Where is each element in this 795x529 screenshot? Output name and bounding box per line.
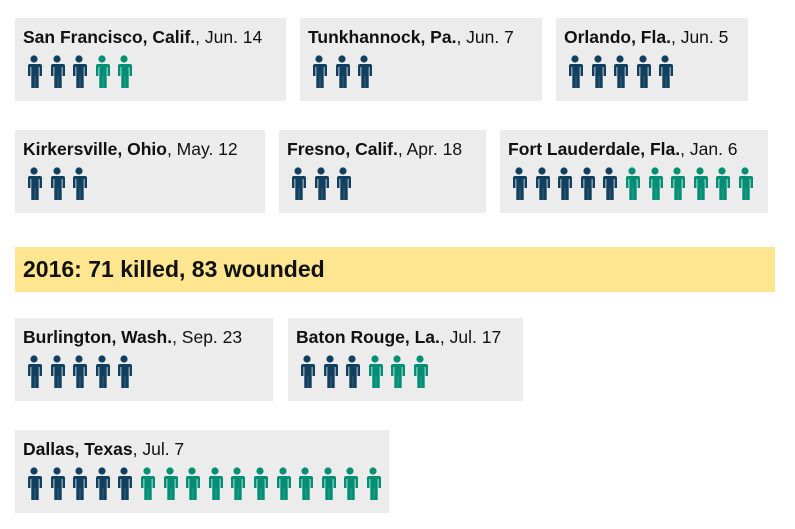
date: , Jun. 5 <box>670 27 729 47</box>
wounded-person-icon <box>93 55 111 89</box>
victim-icons <box>23 355 273 389</box>
wounded-person-icon <box>161 467 179 501</box>
killed-person-icon <box>25 55 43 89</box>
date: , Jun. 7 <box>456 27 514 47</box>
killed-person-icon <box>289 167 307 201</box>
date: , Sep. 23 <box>172 327 243 347</box>
place: Tunkhannock, Pa. <box>308 27 457 47</box>
place: San Francisco, Calif. <box>23 27 196 47</box>
wounded-person-icon <box>228 467 246 501</box>
incident-card: Orlando, Fla., Jun. 5 <box>556 18 748 101</box>
killed-person-icon <box>115 467 133 501</box>
victim-icons <box>564 55 748 89</box>
killed-person-icon <box>611 55 629 89</box>
killed-person-icon <box>25 355 43 389</box>
wounded-person-icon <box>364 467 382 501</box>
killed-person-icon <box>93 467 111 501</box>
victim-icons <box>508 167 768 201</box>
killed-person-icon <box>48 167 66 201</box>
killed-person-icon <box>312 167 330 201</box>
killed-person-icon <box>70 467 88 501</box>
victim-icons <box>296 355 523 389</box>
incident-card: San Francisco, Calif., Jun. 14 <box>15 18 286 101</box>
wounded-person-icon <box>736 167 754 201</box>
killed-person-icon <box>70 355 88 389</box>
killed-person-icon <box>656 55 674 89</box>
date: , Jul. 7 <box>132 439 185 459</box>
killed-person-icon <box>48 355 66 389</box>
wounded-person-icon <box>388 355 406 389</box>
killed-person-icon <box>93 355 111 389</box>
wounded-person-icon <box>138 467 156 501</box>
incident-card: Fresno, Calif., Apr. 18 <box>279 130 486 213</box>
killed-person-icon <box>25 167 43 201</box>
killed-person-icon <box>343 355 361 389</box>
victim-icons <box>287 167 486 201</box>
wounded-person-icon <box>206 467 224 501</box>
incident-card: Dallas, Texas, Jul. 7 <box>15 430 389 513</box>
killed-person-icon <box>578 167 596 201</box>
killed-person-icon <box>355 55 373 89</box>
incident-card: Fort Lauderdale, Fla., Jan. 6 <box>500 130 768 213</box>
wounded-person-icon <box>623 167 641 201</box>
wounded-person-icon <box>319 467 337 501</box>
killed-person-icon <box>115 355 133 389</box>
incident-card: Tunkhannock, Pa., Jun. 7 <box>300 18 542 101</box>
wounded-person-icon <box>691 167 709 201</box>
date: , May. 12 <box>166 139 238 159</box>
place: Burlington, Wash. <box>23 327 173 347</box>
killed-person-icon <box>70 167 88 201</box>
year-summary-banner: 2016: 71 killed, 83 wounded <box>15 247 775 292</box>
place: Dallas, Texas <box>23 439 133 459</box>
place: Orlando, Fla. <box>564 27 671 47</box>
date: , Apr. 18 <box>397 139 463 159</box>
place: Fresno, Calif. <box>287 139 398 159</box>
killed-person-icon <box>555 167 573 201</box>
wounded-person-icon <box>296 467 314 501</box>
wounded-person-icon <box>251 467 269 501</box>
killed-person-icon <box>589 55 607 89</box>
wounded-person-icon <box>115 55 133 89</box>
killed-person-icon <box>321 355 339 389</box>
killed-person-icon <box>310 55 328 89</box>
date: , Jun. 14 <box>195 27 263 47</box>
killed-person-icon <box>48 467 66 501</box>
killed-person-icon <box>533 167 551 201</box>
victim-icons <box>308 55 542 89</box>
incident-card: Kirkersville, Ohio, May. 12 <box>15 130 265 213</box>
wounded-person-icon <box>183 467 201 501</box>
incident-card: Baton Rouge, La., Jul. 17 <box>288 318 523 401</box>
killed-person-icon <box>298 355 316 389</box>
killed-person-icon <box>634 55 652 89</box>
killed-person-icon <box>510 167 528 201</box>
victim-icons <box>23 467 389 501</box>
date: , Jul. 17 <box>439 327 502 347</box>
killed-person-icon <box>25 467 43 501</box>
wounded-person-icon <box>713 167 731 201</box>
date: , Jan. 6 <box>680 139 738 159</box>
killed-person-icon <box>70 55 88 89</box>
killed-person-icon <box>600 167 618 201</box>
place: Kirkersville, Ohio <box>23 139 167 159</box>
killed-person-icon <box>566 55 584 89</box>
wounded-person-icon <box>411 355 429 389</box>
wounded-person-icon <box>274 467 292 501</box>
incident-card: Burlington, Wash., Sep. 23 <box>15 318 273 401</box>
wounded-person-icon <box>668 167 686 201</box>
place: Fort Lauderdale, Fla. <box>508 139 681 159</box>
killed-person-icon <box>48 55 66 89</box>
wounded-person-icon <box>646 167 664 201</box>
killed-person-icon <box>334 167 352 201</box>
killed-person-icon <box>333 55 351 89</box>
wounded-person-icon <box>341 467 359 501</box>
place: Baton Rouge, La. <box>296 327 440 347</box>
victim-icons <box>23 167 265 201</box>
wounded-person-icon <box>366 355 384 389</box>
victim-icons <box>23 55 286 89</box>
